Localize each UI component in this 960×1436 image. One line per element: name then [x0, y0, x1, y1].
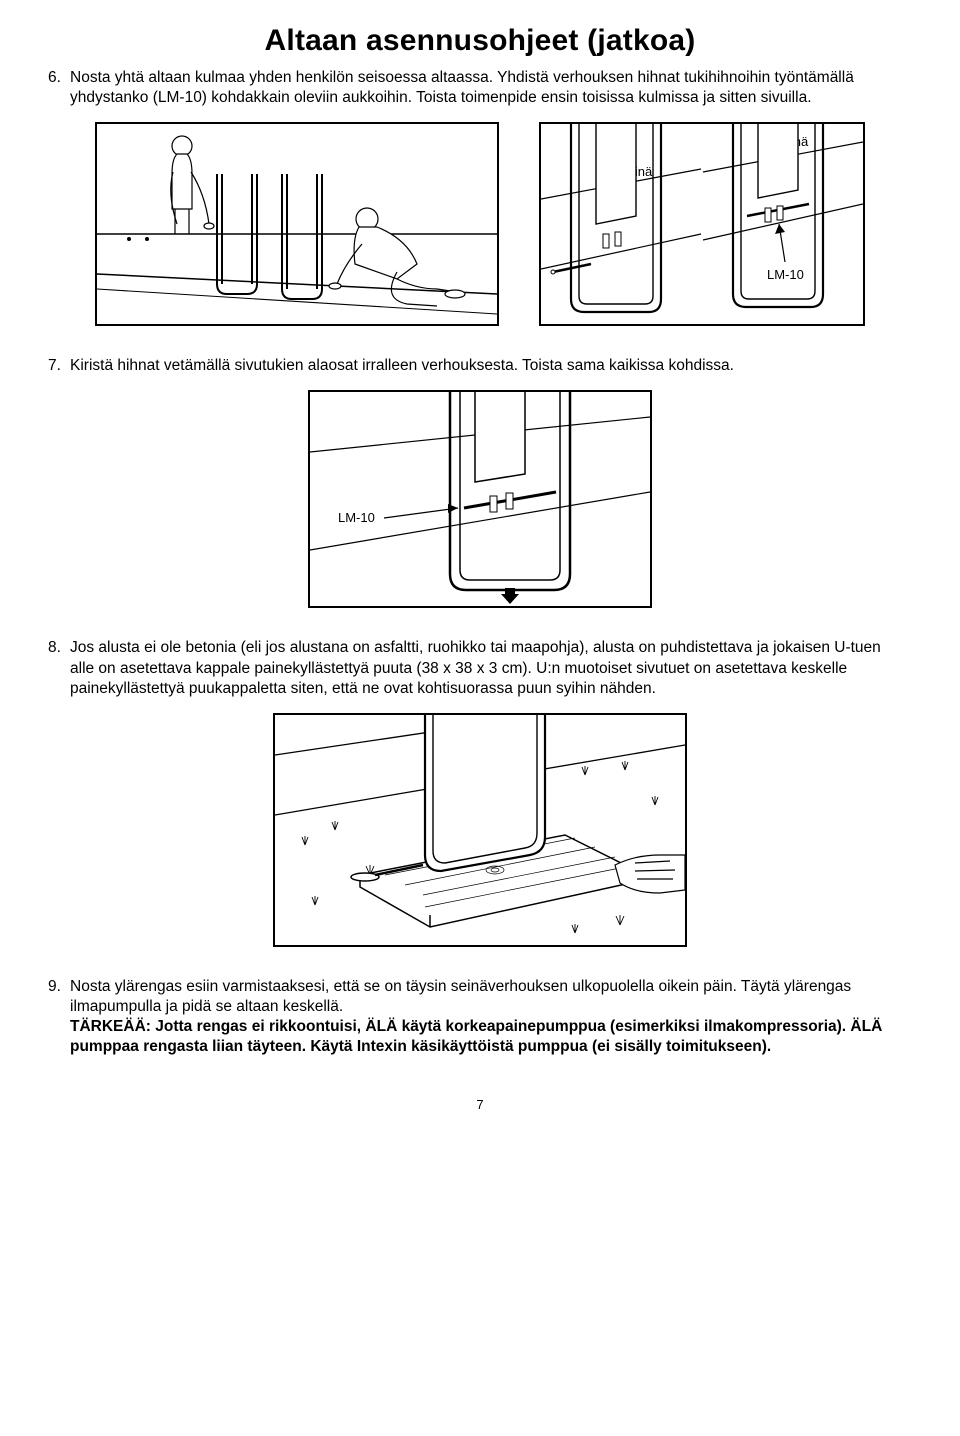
figure-row-6: Seinä Seinä — [48, 122, 912, 326]
figure-6a — [95, 122, 499, 326]
step-number: 6. — [48, 68, 70, 88]
step-8: 8.Jos alusta ei ole betonia (eli jos alu… — [48, 638, 912, 698]
step-number: 7. — [48, 356, 70, 376]
figure-8 — [273, 713, 687, 947]
label-lm10-7: LM-10 — [338, 510, 375, 525]
label-lm10-6b: LM-10 — [767, 267, 804, 282]
step-7: 7.Kiristä hihnat vetämällä sivutukien al… — [48, 356, 912, 376]
figure-7: LM-10 — [308, 390, 652, 608]
figure-7-wrap: LM-10 — [48, 390, 912, 608]
step-text: Jos alusta ei ole betonia (eli jos alust… — [70, 638, 908, 698]
step-9: 9. Nosta ylärengas esiin varmistaaksesi,… — [48, 977, 912, 1058]
step-text: Kiristä hihnat vetämällä sivutukien alao… — [70, 356, 908, 376]
step-6: 6.Nosta yhtä altaan kulmaa yhden henkilö… — [48, 68, 912, 108]
figure-6b: Seinä Seinä — [539, 122, 865, 326]
page-title: Altaan asennusohjeet (jatkoa) — [48, 24, 912, 58]
step-text: Nosta yhtä altaan kulmaa yhden henkilön … — [70, 68, 908, 108]
step-text: Nosta ylärengas esiin varmistaaksesi, et… — [70, 977, 908, 1058]
step-number: 9. — [48, 977, 70, 997]
page-number: 7 — [48, 1097, 912, 1112]
step9-line1: Nosta ylärengas esiin varmistaaksesi, et… — [70, 978, 851, 1015]
figure-8-wrap — [48, 713, 912, 947]
step-number: 8. — [48, 638, 70, 658]
step9-important: TÄRKEÄÄ: Jotta rengas ei rikkoontuisi, Ä… — [70, 1018, 882, 1055]
